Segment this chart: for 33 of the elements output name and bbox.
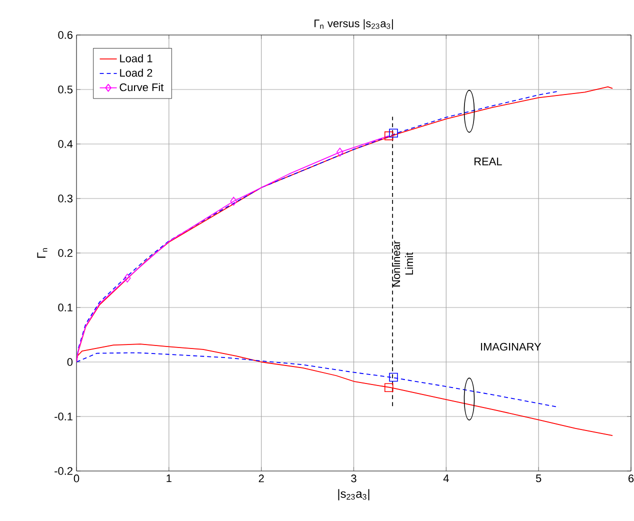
x-tick-label: 5	[536, 474, 542, 482]
annotation: Nonlinear Limit	[392, 240, 414, 286]
x-tick-label: 1	[166, 474, 172, 482]
point	[389, 128, 398, 138]
x-tick-label: 4	[443, 474, 449, 482]
point	[384, 383, 394, 392]
x-tick-label: 0	[74, 474, 80, 482]
line-series	[76, 135, 390, 362]
chart-title: Γ$_{n}$ versus |s$_{23}$a$_{3}$|	[314, 19, 393, 30]
point	[384, 131, 394, 140]
annotation: REAL	[474, 158, 502, 166]
point	[336, 148, 344, 157]
x-tick-label: 2	[258, 474, 264, 482]
y-tick-label: 0.6	[58, 31, 72, 39]
y-tick-label: 0.5	[58, 86, 73, 94]
annotation: IMAGINARY	[481, 342, 542, 351]
point	[389, 372, 398, 382]
point	[124, 274, 131, 282]
x-axis-title: |s$_{23}$a$_{3}$|	[338, 489, 370, 500]
legend-label: Curve Fit	[120, 83, 164, 92]
y-tick-label: 0.4	[58, 140, 73, 148]
x-tick-label: 3	[351, 474, 356, 482]
point	[230, 196, 238, 206]
y-axis-title: Γ$_{n}$	[37, 248, 48, 258]
y-tick-label: 0.1	[58, 304, 72, 312]
y-tick-label: -0.1	[54, 412, 72, 420]
y-tick-label: 0.3	[58, 194, 72, 202]
y-tick-label: 0	[67, 358, 73, 366]
legend-label: Load 1	[120, 54, 152, 62]
y-tick-label: 0.2	[58, 249, 72, 257]
legend-label: Load 2	[120, 68, 152, 77]
y-tick-label: -0.2	[54, 467, 72, 475]
x-tick-label: 6	[628, 474, 634, 482]
